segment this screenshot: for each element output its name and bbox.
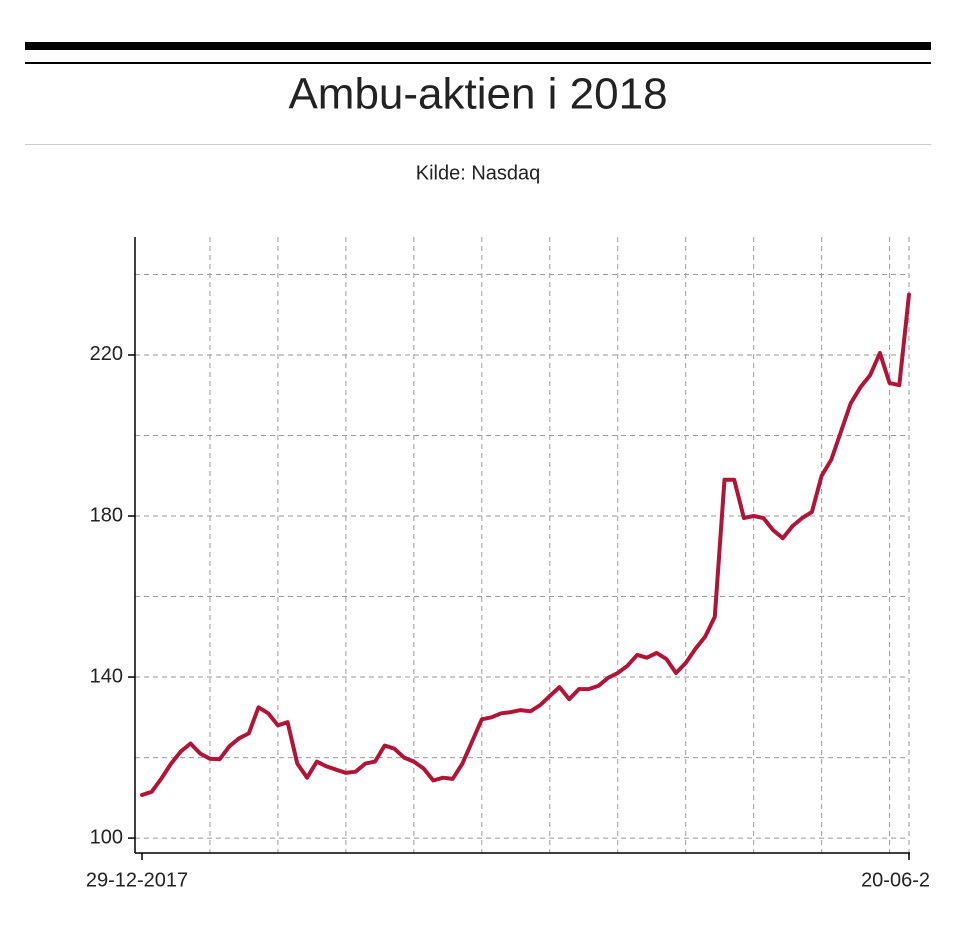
- price-line: [140, 292, 911, 797]
- chart-title: Ambu-aktien i 2018: [288, 70, 667, 119]
- x-tick-label: 29-12-2017: [86, 869, 188, 891]
- header-rule: [25, 42, 931, 50]
- y-tick-label: 140: [90, 665, 123, 687]
- chart-subtitle: Kilde: Nasdaq: [416, 162, 541, 184]
- title-rule: [25, 144, 931, 145]
- header-rule: [25, 62, 931, 64]
- y-tick-label: 180: [90, 504, 123, 526]
- y-tick-label: 220: [90, 343, 123, 365]
- y-tick-label: 100: [90, 826, 123, 848]
- x-tick-label: 20-06-2: [861, 869, 930, 891]
